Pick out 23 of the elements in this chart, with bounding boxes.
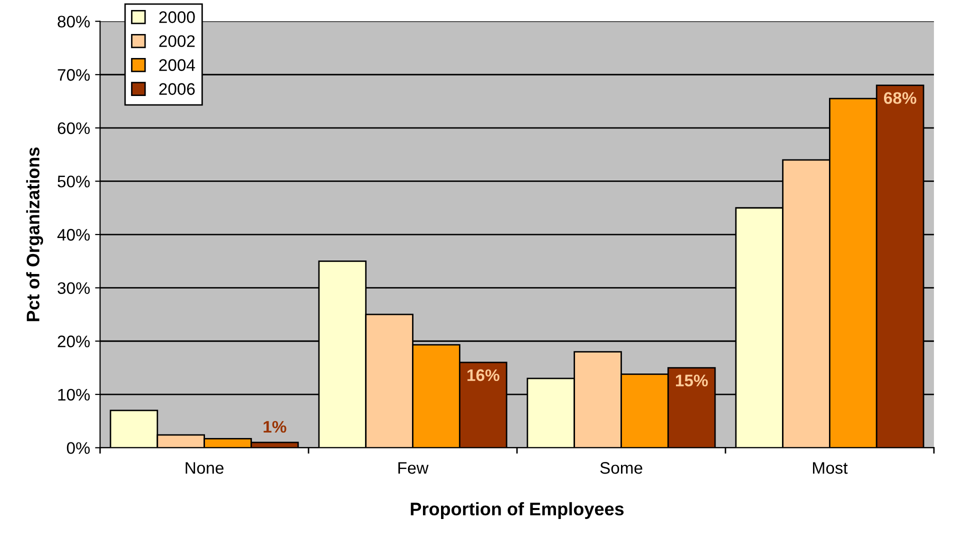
x-axis-title: Proportion of Employees — [410, 502, 624, 519]
y-tick-label: 50% — [58, 176, 90, 188]
data-label: 1% — [264, 420, 286, 433]
y-tick-label: 10% — [58, 388, 90, 401]
legend-label: 2002 — [159, 35, 195, 48]
y-axis-title: Pct of Organizations — [26, 147, 44, 322]
legend-label: 2004 — [159, 59, 195, 71]
x-tick-label: Some — [600, 462, 642, 474]
y-tick-label: 0% — [66, 442, 90, 454]
y-tick-label: 80% — [58, 16, 90, 28]
data-label: 68% — [884, 92, 916, 104]
x-tick-label: Most — [813, 462, 848, 474]
x-tick-label: None — [186, 462, 224, 474]
y-tick-label: 40% — [57, 228, 90, 241]
legend-label: 2006 — [159, 83, 195, 95]
x-tick-label: Few — [398, 462, 429, 474]
y-tick-label: 20% — [58, 336, 90, 348]
data-label: 15% — [676, 374, 708, 386]
y-tick-label: 70% — [58, 69, 90, 81]
y-tick-label: 30% — [58, 282, 90, 294]
legend-label: 2000 — [159, 11, 195, 24]
data-label: 16% — [467, 369, 500, 382]
y-tick-label: 60% — [58, 122, 90, 134]
